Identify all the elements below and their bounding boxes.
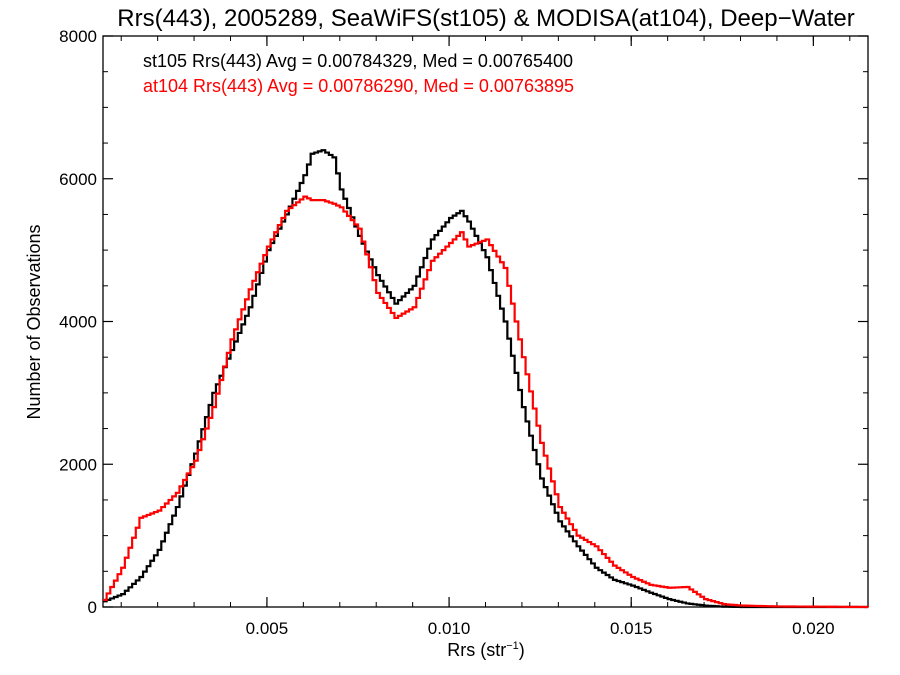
y-axis-ticks: 0 2000 4000 6000 8000 (59, 27, 868, 617)
legend-entry-st105: st105 Rrs(443) Avg = 0.00784329, Med = 0… (143, 51, 573, 71)
series-lines (103, 149, 870, 609)
y-tick-label: 2000 (59, 455, 97, 474)
series-line-at104 (103, 195, 870, 609)
chart-title: Rrs(443), 2005289, SeaWiFS(st105) & MODI… (117, 5, 854, 32)
x-tick-label: 0.010 (428, 619, 471, 638)
x-tick-label: 0.015 (610, 619, 653, 638)
x-axis-label-text: Rrs (str (447, 640, 506, 660)
y-axis-label: Number of Observations (24, 224, 44, 419)
y-tick-label: 8000 (59, 27, 97, 46)
x-axis-label-exponent: −1 (506, 640, 519, 652)
plot-frame (102, 35, 869, 608)
y-tick-label: 0 (88, 598, 97, 617)
series-line-st105 (103, 149, 868, 609)
y-tick-label: 6000 (59, 170, 97, 189)
x-axis-label: Rrs (str−1) (447, 640, 525, 660)
x-tick-label: 0.005 (246, 619, 289, 638)
x-axis-label-close: ) (519, 640, 525, 660)
legend-entry-at104: at104 Rrs(443) Avg = 0.00786290, Med = 0… (143, 76, 574, 96)
y-tick-label: 4000 (59, 313, 97, 332)
x-tick-label: 0.020 (792, 619, 835, 638)
x-axis-ticks: 0.005 0.010 0.015 0.020 (120, 36, 851, 638)
